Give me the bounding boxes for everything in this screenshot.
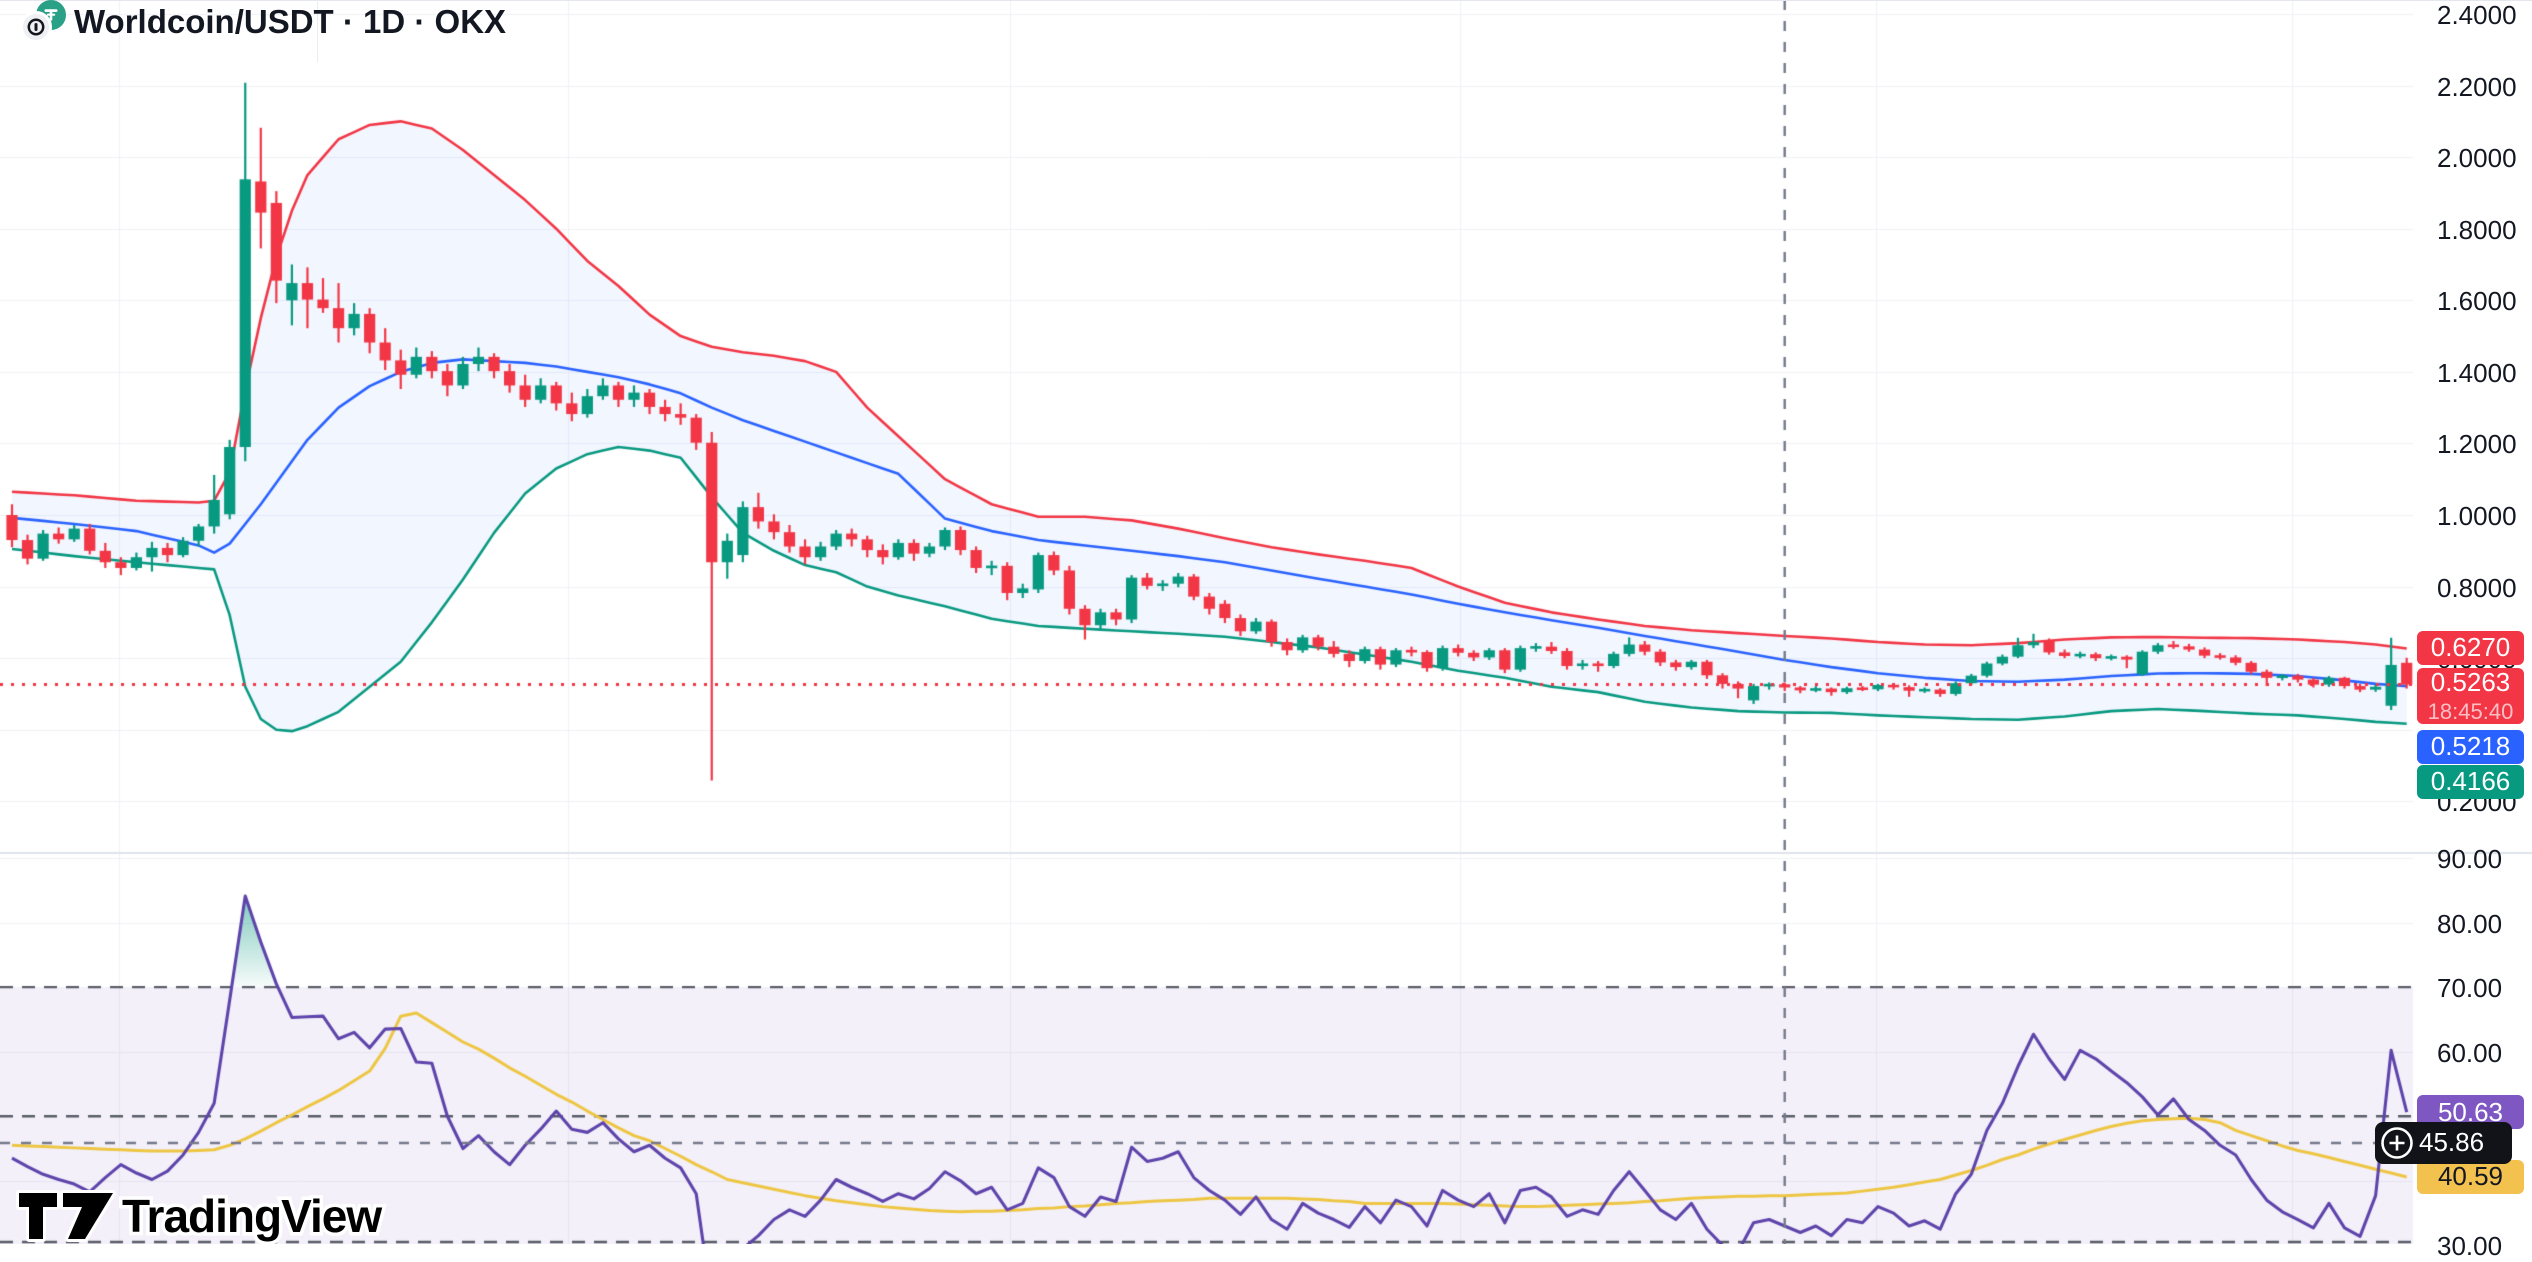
bar-close-countdown: 18:45:40 xyxy=(2427,698,2514,724)
rsi-crosshair-label: 45.86 xyxy=(2375,1121,2512,1164)
bb-basis-label: 0.5218 xyxy=(2417,730,2524,764)
rsi-tick-80.00: 80.00 xyxy=(2437,908,2503,939)
price-tick-1.0000: 1.0000 xyxy=(2437,501,2517,531)
rsi-tick-30.00: 30.00 xyxy=(2437,1231,2503,1262)
bb-lower-label: 0.4166 xyxy=(2417,765,2524,799)
rsi-ma-label: 40.59 xyxy=(2417,1159,2524,1194)
price-tick-1.6000: 1.6000 xyxy=(2437,286,2517,317)
bb-upper-label: 0.6270 xyxy=(2417,631,2524,665)
tradingview-logo-icon xyxy=(16,1190,116,1242)
price-tick-2.0000: 2.0000 xyxy=(2437,143,2517,174)
symbol-header: Worldcoin/USDT · 1D · OKX xyxy=(8,0,506,44)
symbol-title[interactable]: Worldcoin/USDT · 1D · OKX xyxy=(74,3,507,40)
price-tick-1.4000: 1.4000 xyxy=(2437,357,2517,388)
toolbar-edge-line xyxy=(317,0,318,62)
rsi-tick-70.00: 70.00 xyxy=(2437,973,2503,1004)
price-tick-2.2000: 2.2000 xyxy=(2437,71,2517,102)
last-price-label: 0.5263 18:45:40 xyxy=(2417,668,2524,724)
tradingview-watermark[interactable]: TradingView xyxy=(16,1186,416,1244)
top-border xyxy=(0,0,2532,1)
price-tick-0.8000: 0.8000 xyxy=(2437,572,2517,603)
rsi-tick-90.00: 90.00 xyxy=(2437,844,2503,874)
price-tick-1.8000: 1.8000 xyxy=(2437,214,2517,245)
tradingview-watermark-text: TradingView xyxy=(122,1190,382,1242)
rsi-tick-60.00: 60.00 xyxy=(2437,1037,2503,1068)
price-tick-2.4000: 2.4000 xyxy=(2437,0,2517,30)
pair-logo xyxy=(20,0,66,43)
plus-circle-icon[interactable] xyxy=(2375,1125,2419,1161)
price-tick-1.2000: 1.2000 xyxy=(2437,429,2517,460)
worldcoin-icon xyxy=(20,11,52,43)
